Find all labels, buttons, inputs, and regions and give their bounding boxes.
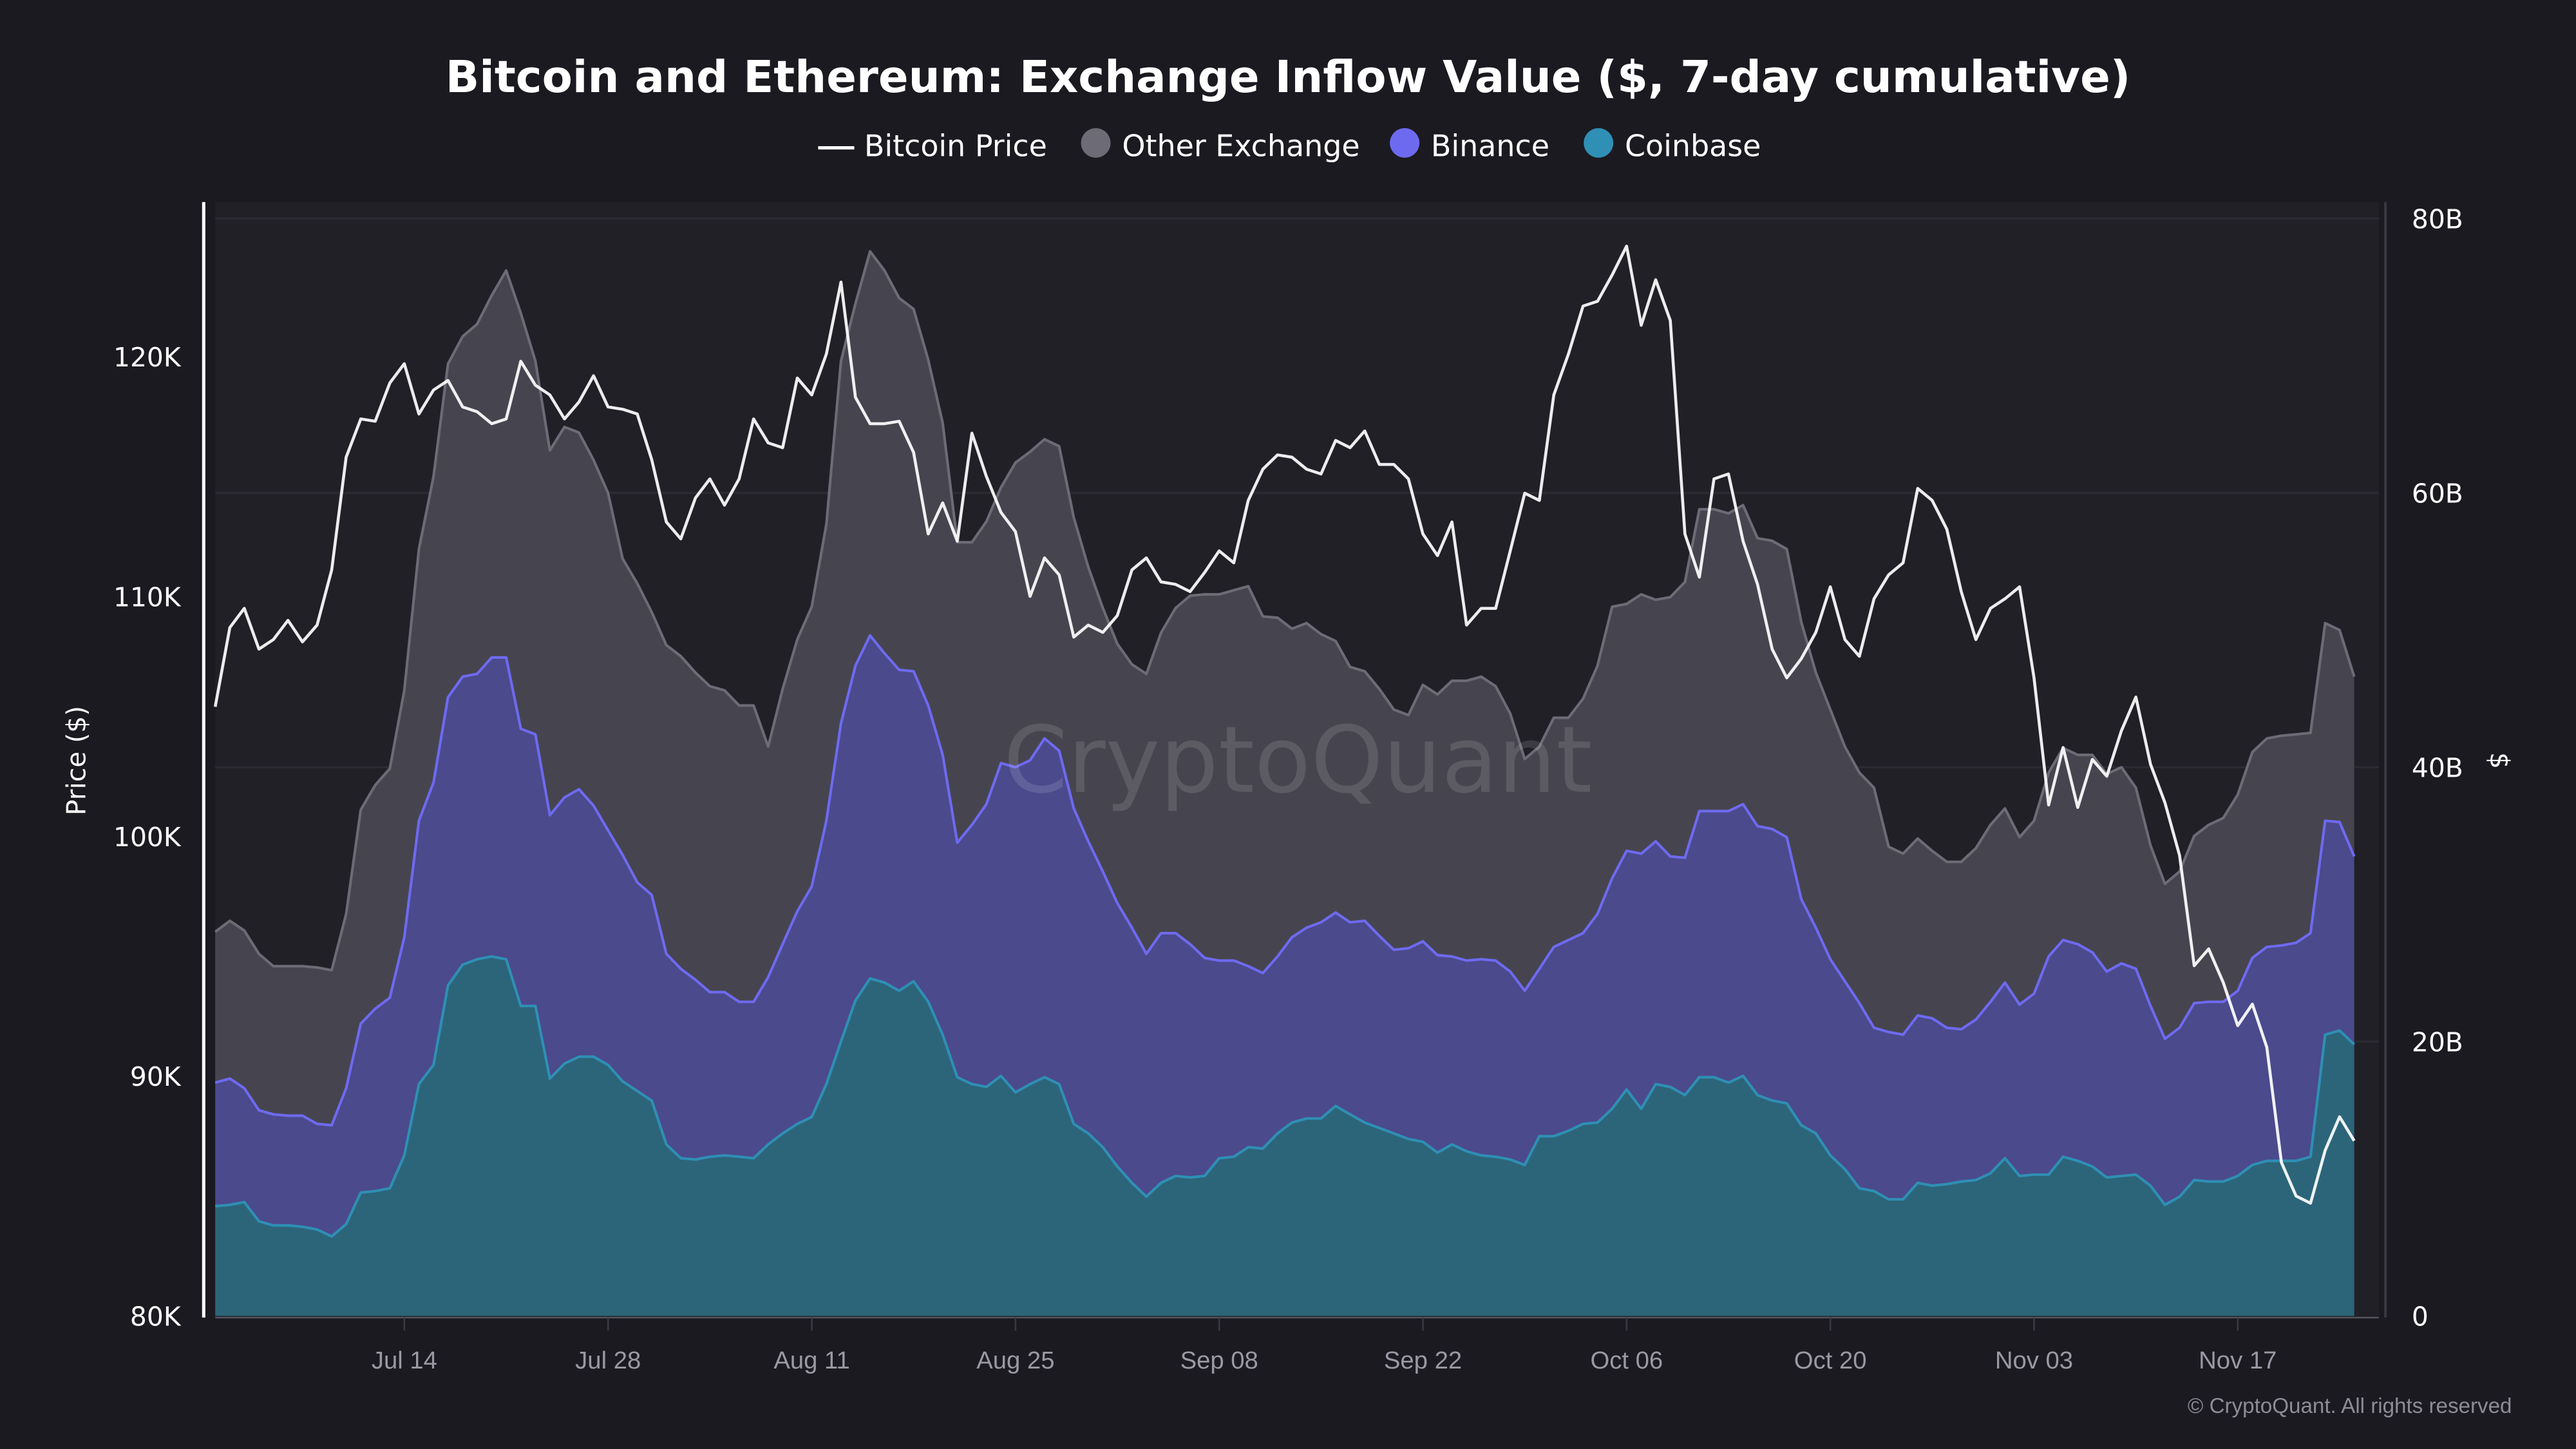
right-y-tick-label: 80B [2412,204,2463,235]
x-ticks: Jul 14 Jul 28 Aug 11 Aug 25 Sep 08 Sep 22 Oct … [372,1317,2277,1374]
x-tick-label: Nov 03 [1995,1347,2073,1374]
right-y-tick-label: 40B [2412,753,2463,784]
x-tick-label: Oct 20 [1794,1347,1867,1374]
binance-line [214,634,2356,1127]
legend: Bitcoin Price Other Exchange Binance Coi… [818,128,1761,163]
left-axis-label: Price ($) [61,706,92,815]
legend-item-binance[interactable]: Binance [1390,128,1549,163]
x-tick-label: Aug 25 [976,1347,1054,1374]
left-y-tick-label: 90K [130,1061,182,1092]
left-y-tick-label: 120K [113,342,182,373]
x-tick-label: Nov 17 [2199,1347,2277,1374]
x-tick-label: Jul 28 [575,1347,641,1374]
legend-label: Coinbase [1625,128,1761,163]
left-y-ticks: 120K 110K 100K 90K 80K [113,342,182,1332]
x-tick-label: Sep 08 [1180,1347,1258,1374]
chart-title: Bitcoin and Ethereum: Exchange Inflow Va… [446,52,2131,103]
right-y-ticks: 80B 60B 40B 20B 0 [2412,204,2463,1332]
copyright: © CryptoQuant. All rights reserved [2188,1394,2512,1418]
legend-label: Bitcoin Price [864,128,1047,163]
right-y-tick-label: 60B [2412,478,2463,509]
x-tick-label: Sep 22 [1384,1347,1462,1374]
circle-marker-icon [1081,128,1111,158]
right-y-tick-label: 0 [2412,1302,2429,1332]
legend-item-other-exchange[interactable]: Other Exchange [1081,128,1360,163]
circle-marker-icon [1584,128,1614,158]
legend-label: Binance [1431,128,1549,163]
x-tick-label: Jul 14 [372,1347,437,1374]
binance-area [215,635,2354,1236]
left-y-tick-label: 110K [113,582,182,612]
right-y-tick-label: 20B [2412,1027,2463,1058]
x-tick-label: Oct 06 [1590,1347,1663,1374]
stacked-areas [214,250,2356,1316]
x-tick-label: Aug 11 [773,1347,849,1374]
left-y-tick-label: 80K [130,1302,182,1332]
other-exchange-line [214,250,2356,972]
right-axis-label: $ [2484,752,2515,769]
coinbase-line [215,955,2356,1238]
legend-label: Other Exchange [1122,128,1359,163]
legend-item-coinbase[interactable]: Coinbase [1584,128,1761,163]
left-y-tick-label: 100K [113,822,182,853]
coinbase-area [215,956,2354,1316]
bitcoin-price-line [213,244,2356,1205]
price-line-group [213,244,2356,1205]
other-exchange-area [215,251,2354,1126]
circle-marker-icon [1390,128,1420,158]
legend-item-bitcoin-price[interactable]: Bitcoin Price [818,128,1047,163]
watermark: CryptoQuant [1003,706,1592,814]
